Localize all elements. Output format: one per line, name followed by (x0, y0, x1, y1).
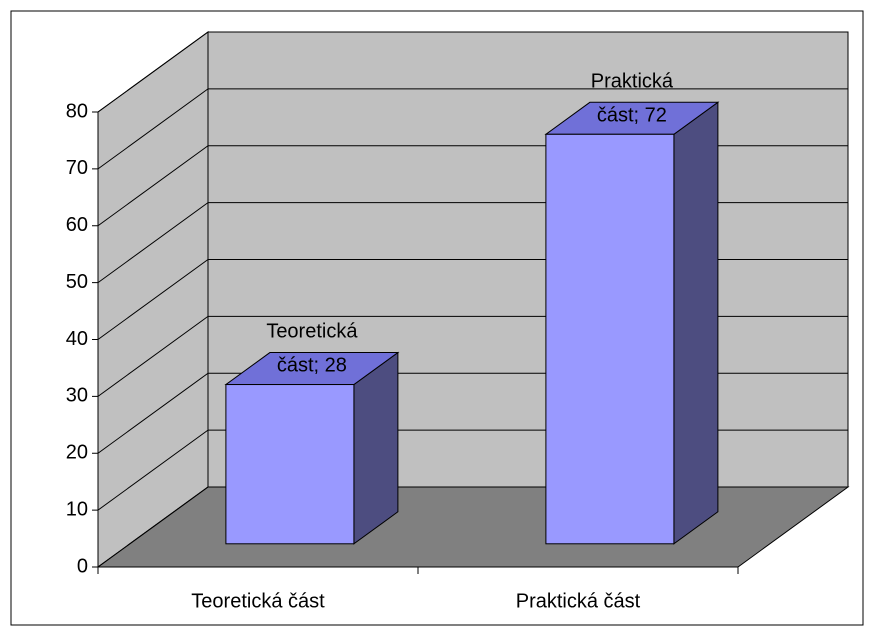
y-tick-label: 40 (66, 328, 88, 350)
bar-side (353, 351, 399, 545)
data-label-line: část; 72 (597, 105, 667, 127)
y-tick-label: 50 (66, 271, 88, 293)
floor (96, 486, 850, 568)
grid-line (97, 88, 209, 170)
y-tick-label: 10 (66, 498, 88, 520)
data-label: Teoretická část; 28 (266, 321, 358, 377)
x-tick-label: Praktická část (516, 590, 641, 612)
data-label: Praktická část; 72 (591, 71, 674, 127)
grid-line (97, 486, 209, 568)
grid-line (97, 202, 209, 284)
grid-line (97, 315, 209, 397)
y-tick-label: 80 (66, 100, 88, 122)
y-tick-label: 60 (66, 214, 88, 236)
data-label-line: Praktická (591, 71, 674, 93)
x-tick-label: Teoretická část (191, 590, 325, 612)
y-tick-label: 70 (66, 157, 88, 179)
grid-line (97, 429, 209, 511)
data-label-line: část; 28 (277, 355, 347, 377)
data-label-line: Teoretická (266, 321, 358, 343)
bar (225, 384, 355, 545)
grid-line (97, 259, 209, 340)
y-tick-label: 30 (66, 385, 88, 407)
bar-side (673, 101, 719, 545)
grid-line (97, 31, 209, 113)
y-tick-label: 20 (66, 442, 88, 464)
grid-line (97, 145, 209, 227)
bar (545, 133, 675, 545)
y-tick-label: 0 (77, 555, 88, 577)
grid-line (97, 372, 209, 454)
